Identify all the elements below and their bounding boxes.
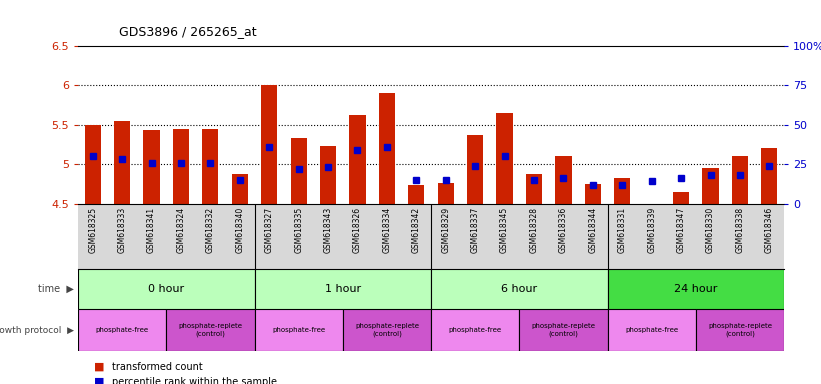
Bar xyxy=(350,115,365,204)
Text: time  ▶: time ▶ xyxy=(38,284,74,294)
Bar xyxy=(696,309,784,351)
Text: percentile rank within the sample: percentile rank within the sample xyxy=(112,377,277,384)
Text: GSM618347: GSM618347 xyxy=(677,207,686,253)
Text: 0 hour: 0 hour xyxy=(148,284,185,294)
Text: GSM618332: GSM618332 xyxy=(206,207,215,253)
Bar xyxy=(85,125,101,204)
Bar xyxy=(261,86,277,204)
Text: GSM618324: GSM618324 xyxy=(177,207,186,253)
Bar xyxy=(526,174,542,204)
Text: GSM618330: GSM618330 xyxy=(706,207,715,253)
Text: GDS3896 / 265265_at: GDS3896 / 265265_at xyxy=(119,25,257,38)
Bar xyxy=(519,309,608,351)
Text: GSM618327: GSM618327 xyxy=(264,207,273,253)
Text: 24 hour: 24 hour xyxy=(674,284,718,294)
Bar xyxy=(497,113,512,204)
Text: GSM618331: GSM618331 xyxy=(617,207,626,253)
Text: GSM618343: GSM618343 xyxy=(323,207,333,253)
Bar xyxy=(408,185,424,204)
Bar xyxy=(431,269,608,309)
Bar xyxy=(343,309,431,351)
Bar xyxy=(202,129,218,204)
Bar xyxy=(732,156,748,204)
Bar xyxy=(78,309,166,351)
Bar xyxy=(673,192,689,204)
Text: GSM618336: GSM618336 xyxy=(559,207,568,253)
Text: GSM618340: GSM618340 xyxy=(236,207,245,253)
Bar xyxy=(761,149,777,204)
Text: GSM618325: GSM618325 xyxy=(88,207,97,253)
Text: phosphate-free: phosphate-free xyxy=(448,327,502,333)
Text: GSM618328: GSM618328 xyxy=(530,207,539,253)
Text: phosphate-replete
(control): phosphate-replete (control) xyxy=(708,323,772,337)
Text: ■: ■ xyxy=(94,362,105,372)
Text: phosphate-replete
(control): phosphate-replete (control) xyxy=(531,323,595,337)
Bar xyxy=(255,269,431,309)
Bar xyxy=(320,146,336,204)
Text: GSM618339: GSM618339 xyxy=(647,207,656,253)
Text: phosphate-free: phosphate-free xyxy=(95,327,149,333)
Text: GSM618342: GSM618342 xyxy=(412,207,421,253)
Text: ■: ■ xyxy=(94,377,105,384)
Text: GSM618329: GSM618329 xyxy=(441,207,450,253)
Text: phosphate-free: phosphate-free xyxy=(272,327,325,333)
Bar xyxy=(608,309,695,351)
Bar xyxy=(585,184,601,204)
Bar xyxy=(166,309,255,351)
Bar xyxy=(173,129,189,204)
Text: GSM618344: GSM618344 xyxy=(589,207,598,253)
Text: growth protocol  ▶: growth protocol ▶ xyxy=(0,326,74,335)
Text: 6 hour: 6 hour xyxy=(501,284,538,294)
Text: GSM618338: GSM618338 xyxy=(736,207,745,253)
Bar xyxy=(144,130,159,204)
Bar xyxy=(703,168,718,204)
Text: phosphate-free: phosphate-free xyxy=(625,327,678,333)
Text: GSM618335: GSM618335 xyxy=(294,207,303,253)
Bar xyxy=(644,204,660,219)
Bar xyxy=(438,183,454,204)
Bar xyxy=(431,309,519,351)
Text: GSM618341: GSM618341 xyxy=(147,207,156,253)
Bar xyxy=(232,174,248,204)
Text: GSM618333: GSM618333 xyxy=(117,207,126,253)
Bar xyxy=(467,135,484,204)
Text: 1 hour: 1 hour xyxy=(324,284,361,294)
Bar xyxy=(608,269,784,309)
Bar xyxy=(555,156,571,204)
Text: GSM618345: GSM618345 xyxy=(500,207,509,253)
Text: GSM618326: GSM618326 xyxy=(353,207,362,253)
Bar xyxy=(614,178,631,204)
Text: transformed count: transformed count xyxy=(112,362,204,372)
Bar xyxy=(291,138,307,204)
Text: GSM618334: GSM618334 xyxy=(383,207,392,253)
Bar xyxy=(114,121,131,204)
Text: phosphate-replete
(control): phosphate-replete (control) xyxy=(178,323,242,337)
Text: GSM618346: GSM618346 xyxy=(765,207,774,253)
Bar xyxy=(255,309,343,351)
Text: GSM618337: GSM618337 xyxy=(470,207,479,253)
Text: phosphate-replete
(control): phosphate-replete (control) xyxy=(355,323,419,337)
Bar xyxy=(78,269,255,309)
Bar xyxy=(378,93,395,204)
